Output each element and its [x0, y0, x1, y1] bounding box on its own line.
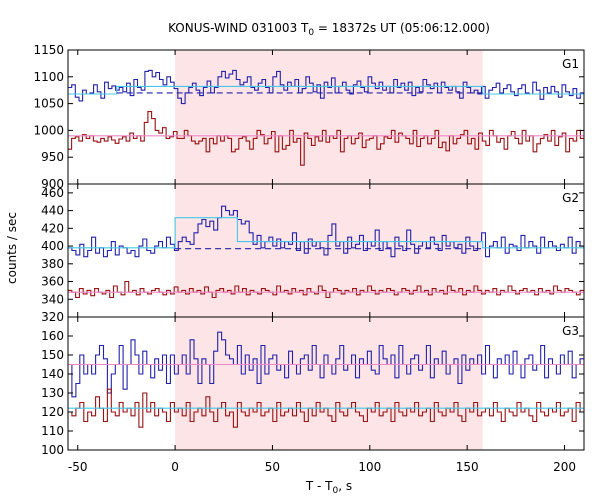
- y-tick-label: 400: [41, 239, 64, 253]
- y-tick-label: 420: [41, 221, 64, 235]
- y-tick-label: 1000: [33, 123, 64, 137]
- y-tick-label: 1100: [33, 70, 64, 84]
- step-fit-line: [68, 85, 584, 95]
- y-tick-label: 360: [41, 275, 64, 289]
- shaded-interval: [175, 50, 483, 184]
- y-tick-label: 900: [41, 177, 64, 191]
- x-axis: -50 0 50 100 150 200: [68, 460, 576, 474]
- y-tick-label: 130: [41, 386, 64, 400]
- x-tick-label: 0: [171, 460, 179, 474]
- panel-g3: 100 110 120 130 140 150 160 G3: [41, 316, 585, 457]
- chart-title-rest: = 18372s UT (05:06:12.000): [314, 21, 490, 35]
- x-tick-label: 150: [456, 460, 479, 474]
- y-tick-label: 120: [41, 405, 64, 419]
- y-axis-label: counts / sec: [5, 212, 19, 284]
- panel-label: G2: [562, 191, 579, 205]
- shaded-interval: [175, 317, 483, 450]
- blue-count-series: [68, 205, 584, 258]
- chart-title: KONUS-WIND 031003 T0 = 18372s UT (05:06:…: [168, 21, 490, 38]
- chart-title-main: KONUS-WIND 031003 T: [168, 21, 309, 35]
- blue-count-series: [68, 69, 584, 105]
- red-count-series: [68, 280, 584, 299]
- panel-g2: 320 340 360 380 400 420 440 460 G2: [41, 183, 585, 324]
- x-tick-label: 50: [265, 460, 280, 474]
- y-tick-label: 460: [41, 186, 64, 200]
- x-axis-label: T - T0, s: [305, 479, 352, 496]
- y-tick-label: 440: [41, 204, 64, 218]
- y-tick-label: 100: [41, 443, 64, 457]
- x-axis-label-rest: , s: [338, 479, 352, 493]
- x-tick-label: -50: [68, 460, 88, 474]
- y-tick-label: 340: [41, 292, 64, 306]
- chart-title-subscript: 0: [308, 28, 314, 38]
- panel-label: G1: [562, 57, 579, 71]
- x-tick-label: 100: [358, 460, 381, 474]
- y-tick-label: 150: [41, 348, 64, 362]
- panel-frame: [67, 316, 585, 451]
- y-tick-label: 950: [41, 150, 64, 164]
- y-tick-label: 110: [41, 424, 64, 438]
- x-tick-label: 200: [553, 460, 576, 474]
- y-tick-label: 1050: [33, 97, 64, 111]
- panels-group: 900 950 1000 1050 1100 1150 G1 320 340 360 380 400 4…: [33, 43, 585, 457]
- panel-label: G3: [562, 324, 579, 338]
- panel-g1: 900 950 1000 1050 1100 1150 G1: [33, 43, 585, 191]
- y-tick-label: 380: [41, 257, 64, 271]
- y-tick-label: 1150: [33, 43, 64, 57]
- blue-count-series: [68, 331, 584, 398]
- x-axis-label-main: T - T: [305, 479, 333, 493]
- y-tick-label: 160: [41, 329, 64, 343]
- x-axis-label-subscript: 0: [333, 486, 339, 496]
- y-tick-label: 140: [41, 367, 64, 381]
- red-count-series: [68, 111, 584, 166]
- y-tick-label: 320: [41, 310, 64, 324]
- step-fit-line: [68, 217, 584, 249]
